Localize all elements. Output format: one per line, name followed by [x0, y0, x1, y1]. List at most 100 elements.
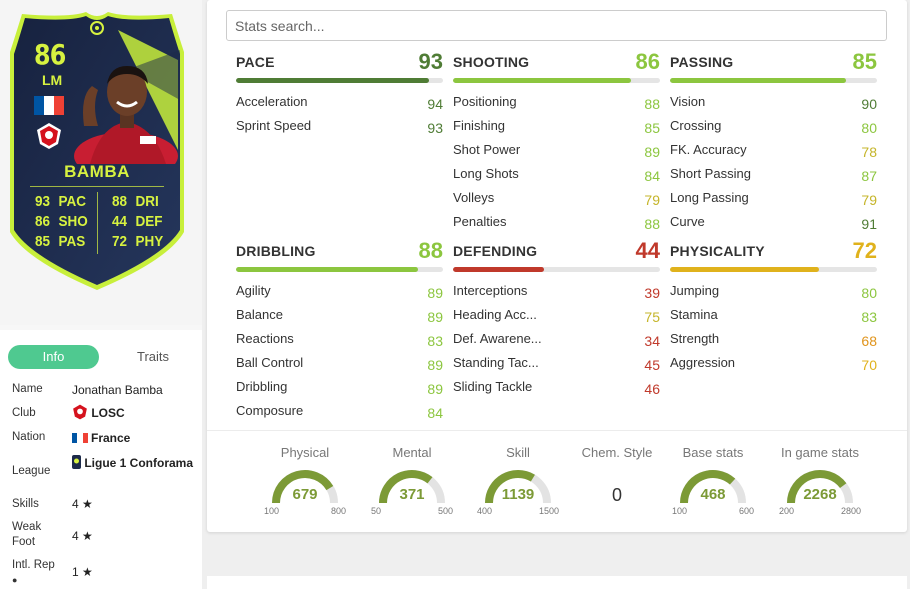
gauge-max: 1500	[538, 506, 559, 516]
gauge-max: 2800	[840, 506, 861, 516]
stat-name: Composure	[236, 403, 304, 418]
stat-value: 45	[644, 357, 660, 373]
stat-row: Agility 89	[236, 283, 443, 303]
stat-name: Ball Control	[236, 355, 304, 370]
stat-group-dribbling: DRIBBLING 88 Agility 89 Balance 89 Reactions 83…	[236, 238, 443, 421]
gauge-max: 800	[330, 506, 346, 516]
star-icon: ★	[82, 529, 93, 543]
stat-value: 88	[644, 216, 660, 232]
lower-panel	[207, 576, 907, 589]
gauge-fill	[485, 470, 535, 504]
gauge-max: 600	[738, 506, 754, 516]
stat-name: Long Shots	[453, 166, 519, 181]
france-flag-icon	[72, 430, 88, 443]
stat-value: 85	[644, 120, 660, 136]
stat-value: 80	[861, 120, 877, 136]
stat-value: 78	[861, 144, 877, 160]
tab-info[interactable]: Info	[8, 345, 99, 369]
stat-group-shooting: SHOOTING 86 Positioning 88 Finishing 85 Shot P…	[453, 49, 660, 232]
stat-group-bar	[670, 78, 877, 83]
stat-value: 94	[427, 96, 443, 112]
tab-traits[interactable]: Traits	[136, 349, 170, 364]
gauge-value: 371	[399, 486, 425, 503]
gauge-min: 400	[477, 506, 493, 516]
stat-group-value: 88	[418, 238, 443, 263]
stat-name: Positioning	[453, 94, 517, 109]
stat-row: Interceptions 39	[453, 283, 660, 303]
gauge-value: 0	[611, 485, 622, 505]
player-photo	[74, 66, 178, 164]
gauge-arc	[485, 470, 551, 504]
gauge-physical: Physical 679 100 800	[260, 445, 350, 525]
stat-row: Ball Control 89	[236, 355, 443, 375]
stat-value: 88	[644, 96, 660, 112]
nation-name[interactable]: France	[91, 431, 131, 445]
star-icon: ★	[82, 565, 93, 579]
stat-value: 80	[861, 285, 877, 301]
league-value[interactable]: Ligue 1 Conforama	[72, 454, 202, 472]
card-stat: 93 PAC	[35, 193, 87, 210]
stat-group-bar-fill	[236, 267, 419, 272]
stat-group-title: SHOOTING	[453, 54, 530, 70]
stat-group-pace: PACE 93 Acceleration 94 Sprint Speed 93	[236, 49, 443, 136]
stat-value: 79	[861, 192, 877, 208]
stat-row: Crossing 80	[670, 118, 877, 138]
gauge-base-stats: Base stats 468 100 600	[668, 445, 758, 525]
globe-icon: ●	[12, 575, 18, 585]
gauge-label: Mental	[392, 445, 432, 460]
club-value[interactable]: LOSC	[72, 404, 202, 422]
gauge-max: 500	[437, 506, 453, 516]
stat-row: Finishing 85	[453, 118, 660, 138]
nation-value[interactable]: France	[72, 429, 202, 447]
card-divider-vertical	[97, 192, 98, 254]
stat-value: 89	[427, 309, 443, 325]
gauge-skill: Skill 1139 400 1500	[473, 445, 563, 525]
gauge-mental: Mental 371 50 500	[367, 445, 457, 525]
stat-group-title: PASSING	[670, 54, 734, 70]
stat-group-defending: DEFENDING 44 Interceptions 39 Heading Acc...…	[453, 238, 660, 397]
card-stats-left: 93 PAC 86 SHO 85 PAS	[35, 192, 88, 252]
card-stat: 85 PAS	[35, 233, 86, 250]
gauge-label: Skill	[506, 445, 530, 460]
stat-group-bar	[236, 267, 443, 272]
gauge-value: 1139	[501, 486, 535, 503]
stat-row: Sliding Tackle 46	[453, 379, 660, 399]
gauge-in-game-stats: In game stats 2268 200 2800	[775, 445, 865, 525]
league-name[interactable]: Ligue 1 Conforama	[84, 456, 194, 470]
gauge-label: Physical	[280, 445, 330, 460]
stat-group-bar	[453, 267, 660, 272]
player-card-area: 86 LM BAMBA	[0, 0, 202, 325]
stat-row: Curve 91	[670, 214, 877, 234]
gauge-arc	[379, 470, 445, 504]
stat-row: Reactions 83	[236, 331, 443, 351]
stat-value: 83	[861, 309, 877, 325]
stat-group-value: 72	[852, 238, 877, 263]
card-stat: 86 SHO	[35, 213, 88, 230]
gauge-fill	[680, 470, 736, 504]
stat-row: Acceleration 94	[236, 94, 443, 114]
stat-value: 91	[861, 216, 877, 232]
stat-row: Dribbling 89	[236, 379, 443, 399]
stat-value: 89	[644, 144, 660, 160]
stat-row: Long Shots 84	[453, 166, 660, 186]
gauge-label: Base stats	[682, 445, 744, 460]
card-player-name: BAMBA	[64, 162, 130, 181]
stat-group-bar-fill	[670, 267, 820, 272]
gauge-arc	[787, 470, 853, 504]
card-stat: 88 DRI	[112, 193, 159, 210]
stat-row: Standing Tac... 45	[453, 355, 660, 375]
stat-name: Sliding Tackle	[453, 379, 533, 394]
star-icon: ★	[82, 497, 93, 511]
card-stats-right: 88 DRI 44 DEF 72 PHY	[112, 192, 163, 252]
stat-value: 89	[427, 285, 443, 301]
gauge-fill	[379, 470, 433, 504]
club-name[interactable]: LOSC	[91, 406, 125, 420]
player-card: 86 LM BAMBA	[8, 10, 186, 293]
stats-search-input[interactable]	[226, 10, 887, 41]
stat-group-passing: PASSING 85 Vision 90 Crossing 80 FK. Accuracy 7…	[670, 49, 877, 232]
stat-value: 89	[427, 381, 443, 397]
gauge-value: 2268	[803, 486, 837, 503]
ligue1-icon	[72, 455, 81, 469]
info-tabs: Info Traits	[8, 345, 198, 369]
stat-group-title: PACE	[236, 54, 275, 70]
